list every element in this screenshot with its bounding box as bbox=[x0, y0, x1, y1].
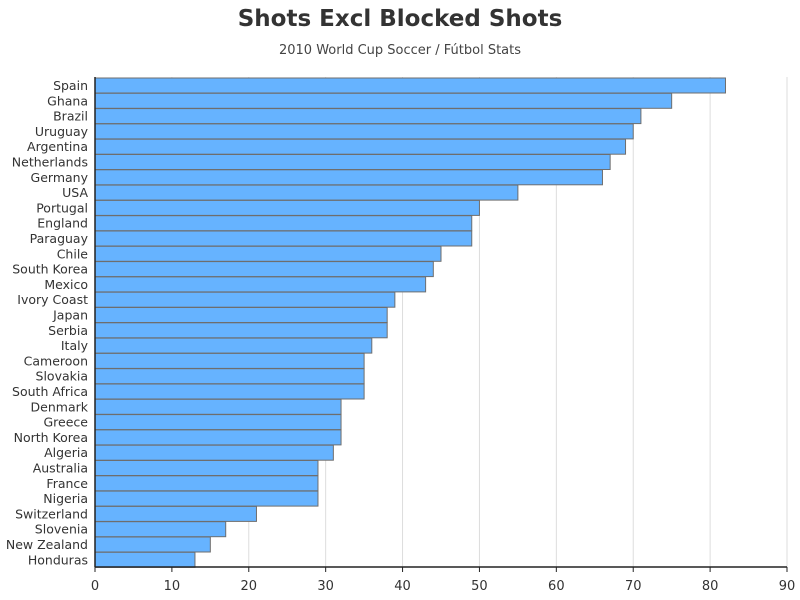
category-label: Portugal bbox=[36, 200, 88, 215]
bar bbox=[94, 138, 627, 155]
bar bbox=[94, 368, 365, 385]
category-label: Algeria bbox=[44, 445, 88, 460]
category-label: Denmark bbox=[31, 399, 89, 414]
x-tick-label: 50 bbox=[471, 579, 488, 594]
category-label: Brazil bbox=[53, 109, 88, 124]
bar bbox=[94, 245, 442, 262]
category-label: South Korea bbox=[12, 262, 88, 277]
bar bbox=[94, 77, 726, 94]
bar bbox=[94, 352, 365, 369]
category-label: North Korea bbox=[14, 430, 88, 445]
category-label: Mexico bbox=[44, 277, 88, 292]
category-label: Italy bbox=[61, 338, 89, 353]
category-label: France bbox=[46, 476, 88, 491]
x-tick-label: 60 bbox=[548, 579, 565, 594]
bar bbox=[94, 337, 373, 354]
category-label: New Zealand bbox=[6, 537, 88, 552]
category-label: Netherlands bbox=[12, 155, 88, 170]
bar bbox=[94, 307, 388, 323]
bar bbox=[94, 199, 480, 216]
bar bbox=[94, 291, 396, 308]
chart-subtitle: 2010 World Cup Soccer / Fútbol Stats bbox=[278, 43, 522, 58]
bar bbox=[94, 383, 365, 400]
category-label: Ivory Coast bbox=[17, 292, 88, 307]
category-label: Uruguay bbox=[35, 124, 89, 139]
category-label: Greece bbox=[44, 415, 89, 430]
bar bbox=[94, 169, 603, 186]
bar bbox=[94, 108, 642, 125]
x-tick-label: 20 bbox=[241, 579, 258, 594]
bar bbox=[94, 505, 257, 522]
bar bbox=[94, 551, 196, 568]
bar bbox=[94, 276, 427, 293]
category-label: Switzerland bbox=[15, 506, 88, 521]
category-label: Australia bbox=[33, 461, 88, 476]
bar bbox=[94, 215, 473, 232]
bar bbox=[94, 490, 319, 507]
chart-title: Shots Excl Blocked Shots bbox=[237, 6, 563, 32]
category-label: Serbia bbox=[48, 323, 88, 338]
x-tick-label: 90 bbox=[779, 579, 796, 594]
x-tick-label: 30 bbox=[317, 579, 334, 594]
category-label: Nigeria bbox=[43, 491, 88, 506]
bar bbox=[94, 521, 227, 538]
category-label: Honduras bbox=[28, 552, 88, 567]
x-tick-label: 80 bbox=[702, 579, 719, 594]
category-label: Germany bbox=[31, 170, 89, 185]
bar bbox=[94, 123, 634, 140]
bar bbox=[94, 184, 519, 201]
category-label: South Africa bbox=[12, 384, 88, 399]
bar bbox=[94, 261, 434, 278]
bar bbox=[94, 444, 334, 461]
x-tick-label: 0 bbox=[91, 579, 99, 594]
category-label: USA bbox=[62, 185, 88, 200]
category-label: Cameroon bbox=[24, 353, 88, 368]
bar bbox=[94, 154, 611, 170]
category-label: Japan bbox=[52, 308, 88, 323]
bar bbox=[94, 414, 342, 431]
bar bbox=[94, 322, 388, 339]
bar bbox=[94, 460, 319, 476]
bar bbox=[94, 92, 673, 109]
category-label: Slovenia bbox=[35, 522, 88, 537]
bar bbox=[94, 230, 473, 247]
category-label: Chile bbox=[57, 246, 89, 261]
bar bbox=[94, 536, 211, 553]
category-label: Slovakia bbox=[36, 369, 88, 384]
category-label: Argentina bbox=[27, 139, 88, 154]
bar bbox=[94, 398, 342, 415]
category-label: Spain bbox=[53, 78, 88, 93]
bar bbox=[94, 429, 342, 446]
x-tick-label: 40 bbox=[394, 579, 411, 594]
category-label: England bbox=[37, 216, 88, 231]
x-tick-label: 10 bbox=[164, 579, 181, 594]
bar bbox=[94, 475, 319, 492]
category-label: Ghana bbox=[47, 93, 88, 108]
category-label: Paraguay bbox=[30, 231, 89, 246]
x-tick-label: 70 bbox=[625, 579, 642, 594]
